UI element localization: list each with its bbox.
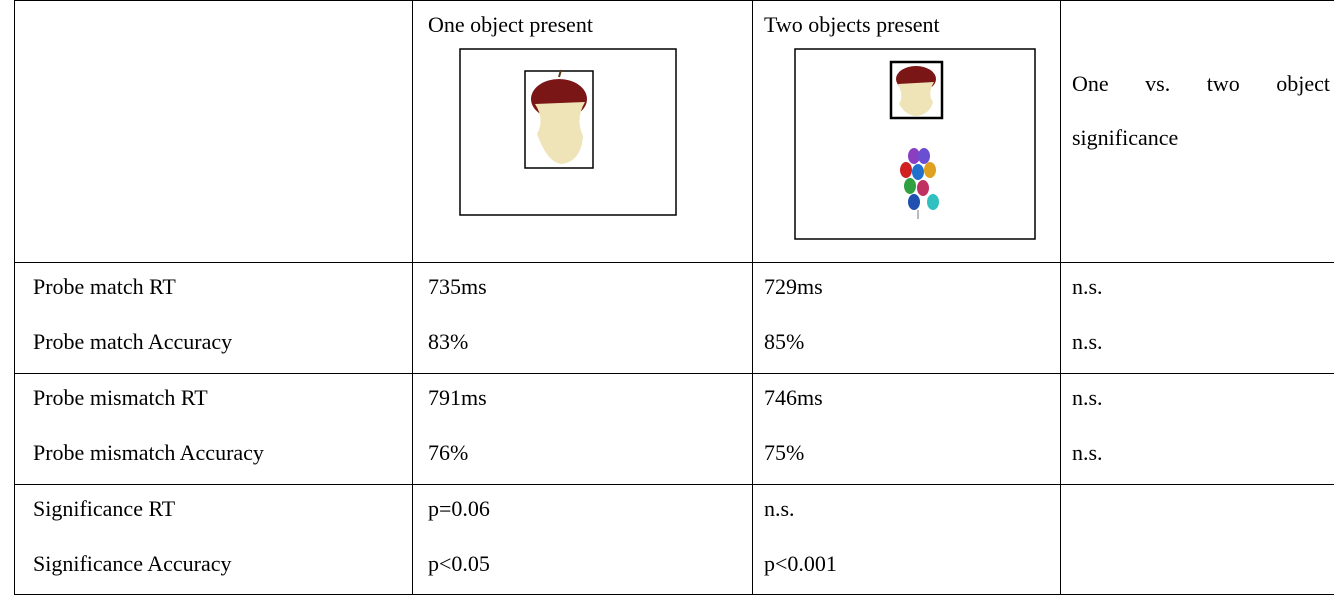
rule (412, 0, 413, 595)
cell-value: n.s. (1072, 440, 1103, 465)
rule (14, 0, 1334, 1)
rule (1060, 0, 1061, 595)
cell-value: 735ms (428, 274, 487, 299)
rule (14, 0, 15, 595)
cell-value: n.s. (1072, 274, 1103, 299)
cell-value: 76% (428, 440, 469, 465)
rule (14, 484, 1334, 485)
cell-value: 85% (764, 329, 805, 354)
row-label: Probe mismatch Accuracy (33, 440, 264, 465)
cell-value: n.s. (1072, 329, 1103, 354)
cell-value: 83% (428, 329, 469, 354)
cell-value: 746ms (764, 385, 823, 410)
cell-value: n.s. (1072, 385, 1103, 410)
cell-value: 75% (764, 440, 805, 465)
cell-value: 729ms (764, 274, 823, 299)
column-header: One object present (428, 12, 593, 37)
row-label: Probe mismatch RT (33, 385, 208, 410)
column-header: Two objects present (764, 12, 940, 37)
row-label: Significance Accuracy (33, 551, 232, 576)
column-header: One vs. two object significance (1072, 71, 1330, 150)
two-objects-image (794, 48, 1036, 240)
one-object-image (459, 48, 677, 216)
cell-value: 791ms (428, 385, 487, 410)
cell-value: n.s. (764, 496, 795, 521)
rule (14, 262, 1334, 263)
row-label: Probe match RT (33, 274, 176, 299)
rule (14, 373, 1334, 374)
row-label: Significance RT (33, 496, 176, 521)
cell-value: p=0.06 (428, 496, 490, 521)
row-label: Probe match Accuracy (33, 329, 233, 354)
cell-value: p<0.001 (764, 551, 837, 576)
rule (752, 0, 753, 595)
cell-value: p<0.05 (428, 551, 490, 576)
